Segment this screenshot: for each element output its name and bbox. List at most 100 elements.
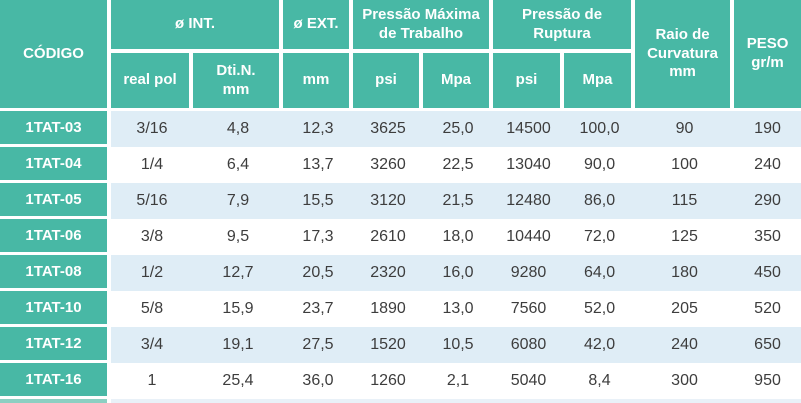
cell-value: 25,4 <box>193 363 283 399</box>
cell-value: 18,0 <box>423 219 494 255</box>
cell-value: 90,0 <box>564 147 636 183</box>
table-header: CÓDIGO ø INT. ø EXT. Pressão Máxima de T… <box>0 0 801 111</box>
cell-value: 21,5 <box>423 183 494 219</box>
cell-value: 3625 <box>353 111 423 147</box>
cell-value: 36,0 <box>283 363 353 399</box>
cell-value: 9280 <box>493 255 565 291</box>
cell-value: 100,0 <box>564 111 636 147</box>
cell-value: 14500 <box>493 111 565 147</box>
table-footer <box>0 399 801 403</box>
cell-value: 20,5 <box>283 255 353 291</box>
cell-value: 180 <box>635 255 735 291</box>
cell-value: 27,5 <box>283 327 353 363</box>
cell-value: 6080 <box>493 327 565 363</box>
table-row: 1TAT-08 1/2 12,7 20,5 2320 16,0 9280 64,0 180 450 <box>0 255 801 291</box>
row-code: 1TAT-12 <box>0 327 111 363</box>
cell-value: 7560 <box>493 291 565 327</box>
cell-value: 2610 <box>353 219 423 255</box>
cell-value: 100 <box>635 147 735 183</box>
subheader-trabalho-mpa: Mpa <box>423 53 494 111</box>
cell-value: 300 <box>635 363 735 399</box>
row-code: 1TAT-03 <box>0 111 111 147</box>
cell-value: 1520 <box>353 327 423 363</box>
table-row: 1TAT-05 5/16 7,9 15,5 3120 21,5 12480 86,0 115 29… <box>0 183 801 219</box>
cell-value: 15,9 <box>193 291 283 327</box>
cell-value: 10,5 <box>423 327 494 363</box>
row-code: 1TAT-06 <box>0 219 111 255</box>
row-code: 1TAT-16 <box>0 363 111 399</box>
cell-value: 450 <box>734 255 801 291</box>
cell-value: 520 <box>734 291 801 327</box>
table-row: 1TAT-16 1 25,4 36,0 1260 2,1 5040 8,4 300 950 <box>0 363 801 399</box>
cell-value: 4,8 <box>193 111 283 147</box>
cell-value: 19,1 <box>193 327 283 363</box>
cell-value: 240 <box>635 327 735 363</box>
subheader-ruptura-psi: psi <box>493 53 565 111</box>
table-row: 1TAT-12 3/4 19,1 27,5 1520 10,5 6080 42,0 240 650 <box>0 327 801 363</box>
cell-value: 950 <box>734 363 801 399</box>
header-pressao-ruptura: Pressão de Ruptura <box>493 0 636 53</box>
cell-value: 15,5 <box>283 183 353 219</box>
cell-value: 2,1 <box>423 363 494 399</box>
cell-value: 3120 <box>353 183 423 219</box>
cell-value: 290 <box>734 183 801 219</box>
cell-value: 8,4 <box>564 363 636 399</box>
header-codigo: CÓDIGO <box>0 0 111 111</box>
table-row: 1TAT-10 5/8 15,9 23,7 1890 13,0 7560 52,0 205 520 <box>0 291 801 327</box>
cell-value: 42,0 <box>564 327 636 363</box>
cell-value: 240 <box>734 147 801 183</box>
cell-value: 1/4 <box>111 147 193 183</box>
cell-value: 205 <box>635 291 735 327</box>
cell-value: 90 <box>635 111 735 147</box>
cell-value: 12,7 <box>193 255 283 291</box>
cell-value: 23,7 <box>283 291 353 327</box>
subheader-dtin-mm: Dti.N. mm <box>193 53 283 111</box>
subheader-ext-mm: mm <box>283 53 353 111</box>
cell-value: 1260 <box>353 363 423 399</box>
header-row-sub: real pol Dti.N. mm mm psi Mpa psi Mpa <box>0 53 801 111</box>
cell-value: 13040 <box>493 147 565 183</box>
cell-value: 10440 <box>493 219 565 255</box>
cutoff-row-code-sliver <box>0 399 111 403</box>
cell-value: 52,0 <box>564 291 636 327</box>
cell-value: 12,3 <box>283 111 353 147</box>
cell-value: 125 <box>635 219 735 255</box>
header-pressao-trabalho: Pressão Máxima de Trabalho <box>353 0 494 53</box>
table-row: 1TAT-04 1/4 6,4 13,7 3260 22,5 13040 90,0 100 240 <box>0 147 801 183</box>
table-body: 1TAT-03 3/16 4,8 12,3 3625 25,0 14500 100,0 90 19… <box>0 111 801 399</box>
cell-value: 190 <box>734 111 801 147</box>
cell-value: 5040 <box>493 363 565 399</box>
cell-value: 5/16 <box>111 183 193 219</box>
cell-value: 7,9 <box>193 183 283 219</box>
cell-value: 9,5 <box>193 219 283 255</box>
cell-value: 3/4 <box>111 327 193 363</box>
cell-value: 72,0 <box>564 219 636 255</box>
header-row-top: CÓDIGO ø INT. ø EXT. Pressão Máxima de T… <box>0 0 801 111</box>
cell-value: 64,0 <box>564 255 636 291</box>
cell-value: 3/16 <box>111 111 193 147</box>
subheader-real-pol: real pol <box>111 53 193 111</box>
subheader-ruptura-mpa: Mpa <box>564 53 636 111</box>
cell-value: 2320 <box>353 255 423 291</box>
row-code: 1TAT-10 <box>0 291 111 327</box>
cell-value: 1 <box>111 363 193 399</box>
cell-value: 86,0 <box>564 183 636 219</box>
cell-value: 1890 <box>353 291 423 327</box>
cell-value: 6,4 <box>193 147 283 183</box>
table-row: 1TAT-06 3/8 9,5 17,3 2610 18,0 10440 72,0 125 350 <box>0 219 801 255</box>
cell-value: 650 <box>734 327 801 363</box>
table-row: 1TAT-03 3/16 4,8 12,3 3625 25,0 14500 100,0 90 19… <box>0 111 801 147</box>
row-code: 1TAT-08 <box>0 255 111 291</box>
cell-value: 1/2 <box>111 255 193 291</box>
header-raio-curvatura: Raio de Curvatura mm <box>635 0 735 111</box>
cutoff-row-data-sliver <box>111 399 801 403</box>
cell-value: 13,0 <box>423 291 494 327</box>
cell-value: 5/8 <box>111 291 193 327</box>
cell-value: 25,0 <box>423 111 494 147</box>
cell-value: 22,5 <box>423 147 494 183</box>
row-code: 1TAT-04 <box>0 147 111 183</box>
cutoff-row <box>0 399 801 403</box>
cell-value: 3260 <box>353 147 423 183</box>
cell-value: 350 <box>734 219 801 255</box>
